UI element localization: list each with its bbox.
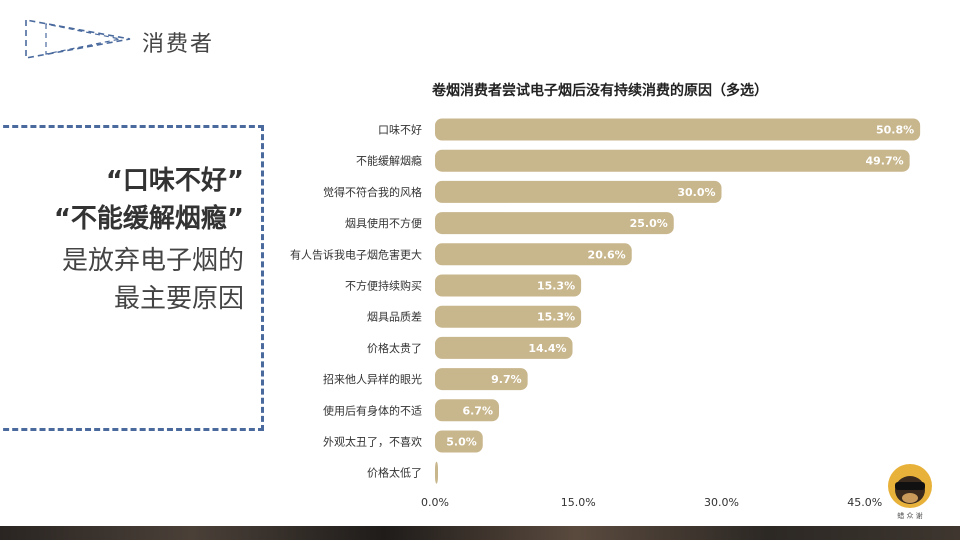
quote-frame: [0, 125, 264, 431]
value-label: 30.0%: [677, 186, 715, 199]
bar: [435, 180, 722, 203]
value-label: 9.7%: [491, 373, 522, 386]
category-label: 外观太丑了，不喜欢: [323, 435, 422, 449]
chart-title: 卷烟消费者尝试电子烟后没有持续消费的原因（多选）: [432, 83, 768, 99]
category-label: 使用后有身体的不适: [323, 403, 422, 417]
category-label: 招来他人异样的眼光: [323, 372, 422, 386]
brand-name: 蜡 众 谢: [897, 512, 923, 520]
monkey-logo-icon: [888, 464, 932, 508]
x-tick-label: 30.0%: [704, 496, 739, 509]
x-tick-label: 45.0%: [847, 496, 882, 509]
value-label: 50.8%: [876, 124, 914, 137]
category-label: 不方便持续购买: [345, 279, 422, 293]
bar: [435, 430, 483, 453]
value-label: 20.6%: [588, 248, 626, 261]
value-label: 6.7%: [462, 404, 493, 417]
quote-line-2: “不能缓解烟瘾”: [53, 204, 244, 234]
bar: [435, 399, 499, 422]
category-label: 口味不好: [378, 123, 422, 137]
category-label: 烟具使用不方便: [345, 216, 422, 230]
bar: [435, 274, 582, 297]
dashed-arrow-logo-icon: [25, 19, 131, 59]
bar: [435, 305, 582, 328]
value-label: 25.0%: [630, 217, 668, 230]
x-tick-label: 15.0%: [561, 496, 596, 509]
value-label: 49.7%: [865, 155, 903, 168]
bar: [435, 336, 573, 359]
bar: [435, 368, 528, 391]
value-label: 15.3%: [537, 280, 575, 293]
bar: [435, 149, 910, 172]
category-label: 价格太贵了: [367, 341, 422, 355]
value-label: 5.0%: [446, 436, 477, 449]
bar: [435, 118, 921, 141]
quote-line-4: 最主要原因: [113, 284, 244, 314]
bar: [435, 461, 438, 484]
bar: [435, 212, 674, 235]
category-label: 价格太低了: [367, 466, 422, 480]
section-title: 消费者: [142, 32, 215, 57]
value-label: 14.4%: [528, 342, 566, 355]
category-label: 有人告诉我电子烟危害更大: [290, 247, 422, 261]
footer-photo-strip: [0, 526, 960, 540]
category-label: 烟具品质差: [367, 310, 422, 324]
quote-line-3: 是放弃电子烟的: [61, 246, 244, 276]
x-tick-label: 0.0%: [421, 496, 449, 509]
category-label: 觉得不符合我的风格: [323, 185, 422, 199]
value-label: 15.3%: [537, 311, 575, 324]
category-label: 不能缓解烟瘾: [356, 154, 422, 168]
quote-line-1: “口味不好”: [105, 166, 244, 196]
bar: [435, 243, 632, 266]
